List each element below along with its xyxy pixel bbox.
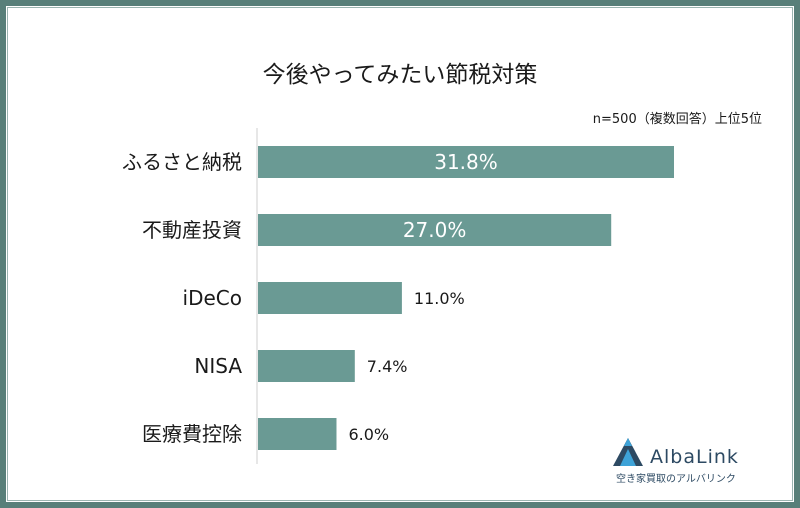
brand-tagline: 空き家買取のアルバリンク [616, 472, 736, 485]
bar [258, 350, 355, 382]
brand-name: AlbaLink [650, 446, 739, 468]
triangle-logo-icon [613, 438, 643, 466]
category-label: iDeCo [183, 286, 242, 310]
chart-inner-border [7, 7, 793, 501]
category-label: ふるさと納税 [122, 150, 242, 174]
chart-title: 今後やってみたい節税対策 [263, 62, 538, 88]
bar [258, 146, 674, 178]
category-label: 不動産投資 [142, 218, 242, 242]
bar [258, 418, 337, 450]
bar [258, 282, 402, 314]
bars-group: ふるさと納税 31.8% 不動産投資 27.0% iDeCo 11.0% NISA 7.4% 医… [122, 146, 674, 450]
category-label: 医療費控除 [142, 422, 242, 446]
data-label: 6.0% [348, 425, 389, 444]
chart-note: n=500（複数回答）上位5位 [593, 111, 762, 127]
data-label: 7.4% [367, 357, 408, 376]
data-label: 27.0% [403, 218, 467, 242]
bar [258, 214, 612, 246]
albalink-logo: AlbaLink 空き家買取のアルバリンク [613, 438, 739, 485]
category-label: NISA [194, 354, 242, 378]
data-label: 11.0% [414, 289, 465, 308]
data-label: 31.8% [434, 150, 498, 174]
